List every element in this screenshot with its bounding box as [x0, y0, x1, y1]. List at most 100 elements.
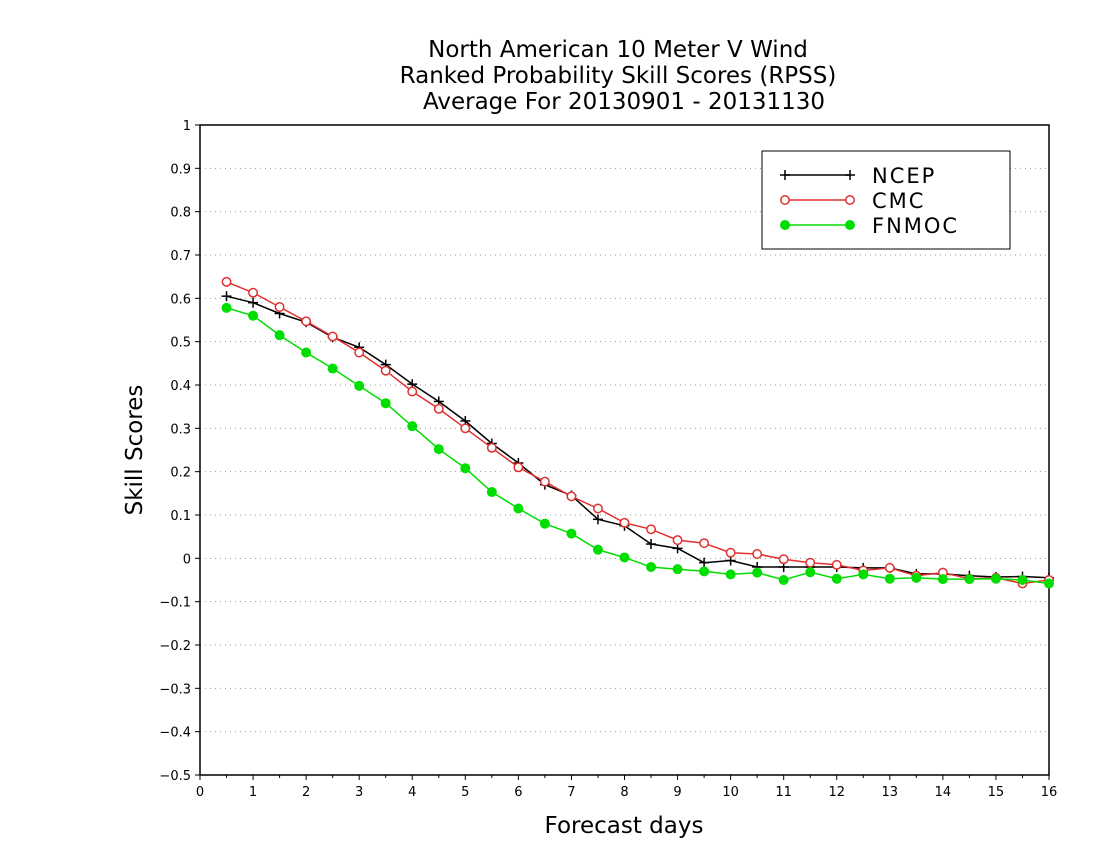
- cmc-point: [805, 557, 816, 568]
- x-tick-label: 9: [673, 785, 681, 800]
- y-tick-label: 0.9: [170, 162, 191, 177]
- x-tick-label: 0: [196, 785, 204, 800]
- y-tick-label: −0.4: [159, 726, 191, 741]
- fnmoc-point: [858, 569, 869, 580]
- series-lines: [221, 276, 1054, 589]
- y-axis-label: Skill Scores: [122, 385, 148, 516]
- y-tick-label: 0.4: [170, 379, 191, 394]
- title-line-3: Average For 20130901 - 20131130: [423, 89, 825, 115]
- cmc-point: [699, 538, 710, 549]
- x-tick-label: 4: [408, 785, 416, 800]
- fnmoc-line: [226, 307, 1050, 585]
- cmc-point: [274, 302, 285, 312]
- legend-item-fnmoc: FNMOC: [780, 214, 959, 238]
- fnmoc-point: [990, 573, 1001, 584]
- x-tick-label: 12: [828, 785, 845, 800]
- ncep-point: [248, 297, 259, 308]
- fnmoc-point: [354, 380, 365, 391]
- cmc-point: [619, 517, 630, 528]
- cmc-point: [221, 276, 232, 287]
- cmc-point: [486, 442, 497, 453]
- cmc-point: [433, 403, 444, 414]
- cmc-point: [566, 491, 577, 502]
- cmc-point: [248, 287, 259, 298]
- ncep-point: [646, 539, 657, 550]
- ncep-line: [226, 295, 1050, 579]
- legend-marker-cmc: [845, 195, 855, 205]
- ncep-point: [592, 514, 603, 525]
- cmc-point: [539, 476, 550, 487]
- fnmoc-point: [1017, 575, 1028, 585]
- y-tick-label: 0.8: [170, 206, 191, 221]
- fnmoc-point: [301, 347, 312, 358]
- cmc-point: [380, 365, 391, 376]
- fnmoc-point: [964, 574, 975, 585]
- fnmoc-point: [805, 567, 816, 578]
- y-tick-label: 0.7: [170, 249, 191, 264]
- cmc-point: [884, 562, 895, 573]
- fnmoc-point: [831, 573, 842, 584]
- ncep-point: [699, 557, 710, 568]
- fnmoc-point: [460, 463, 471, 474]
- y-tick-label: 0.2: [170, 466, 191, 481]
- legend-marker-ncep: [845, 170, 855, 180]
- title-line-2: Ranked Probability Skill Scores (RPSS): [400, 63, 837, 89]
- cmc-point: [513, 462, 524, 473]
- x-tick-label: 15: [988, 785, 1005, 800]
- legend-marker-fnmoc: [845, 220, 855, 230]
- legend-label-ncep: NCEP: [872, 164, 936, 188]
- cmc-point: [752, 549, 763, 559]
- x-tick-label: 7: [567, 785, 575, 800]
- legend-item-cmc: CMC: [780, 189, 925, 213]
- y-tick-label: 0.1: [170, 509, 191, 524]
- cmc-point: [327, 331, 338, 342]
- x-tick-label: 3: [355, 785, 363, 800]
- x-tick-label: 8: [620, 785, 628, 800]
- x-tick-label: 11: [775, 785, 792, 800]
- cmc-point: [672, 535, 683, 546]
- x-tick-label: 5: [461, 785, 469, 800]
- fnmoc-point: [937, 574, 948, 585]
- cmc-point: [301, 316, 312, 327]
- fnmoc-point: [1044, 578, 1054, 589]
- cmc-point: [831, 559, 842, 570]
- fnmoc-point: [592, 544, 603, 555]
- x-tick-label: 1: [249, 785, 257, 800]
- y-tick-label: 0.5: [170, 336, 191, 351]
- y-tick-label: −0.3: [159, 682, 191, 697]
- legend-box: [761, 150, 1011, 250]
- fnmoc-point: [778, 575, 789, 585]
- y-tick-label: 1: [183, 119, 191, 134]
- fnmoc-point: [752, 567, 763, 578]
- ncep-point: [221, 291, 232, 302]
- cmc-point: [407, 386, 418, 397]
- y-tick-label: 0: [183, 552, 191, 567]
- fnmoc-point: [327, 363, 338, 374]
- cmc-point: [460, 423, 471, 434]
- cmc-point: [725, 547, 736, 558]
- y-tick-label: −0.5: [159, 769, 191, 784]
- fnmoc-point: [725, 569, 736, 580]
- x-axis-label: Forecast days: [545, 813, 704, 839]
- fnmoc-point: [274, 330, 285, 341]
- legend-marker-fnmoc: [780, 220, 790, 230]
- fnmoc-point: [699, 566, 710, 577]
- cmc-point: [778, 554, 789, 565]
- fnmoc-point: [619, 552, 630, 563]
- cmc-point: [593, 503, 603, 514]
- fnmoc-point: [407, 421, 418, 432]
- legend-label-cmc: CMC: [872, 189, 925, 213]
- fnmoc-point: [672, 564, 683, 575]
- legend-marker-cmc: [780, 195, 790, 205]
- fnmoc-point: [539, 518, 550, 529]
- cmc-point: [646, 524, 656, 535]
- legend-label-fnmoc: FNMOC: [872, 214, 959, 238]
- fnmoc-point: [884, 573, 895, 584]
- series-ncep: [221, 291, 1054, 583]
- fnmoc-point: [911, 572, 922, 583]
- fnmoc-point: [248, 310, 259, 321]
- fnmoc-point: [486, 487, 497, 498]
- y-tick-label: 0.3: [170, 422, 191, 437]
